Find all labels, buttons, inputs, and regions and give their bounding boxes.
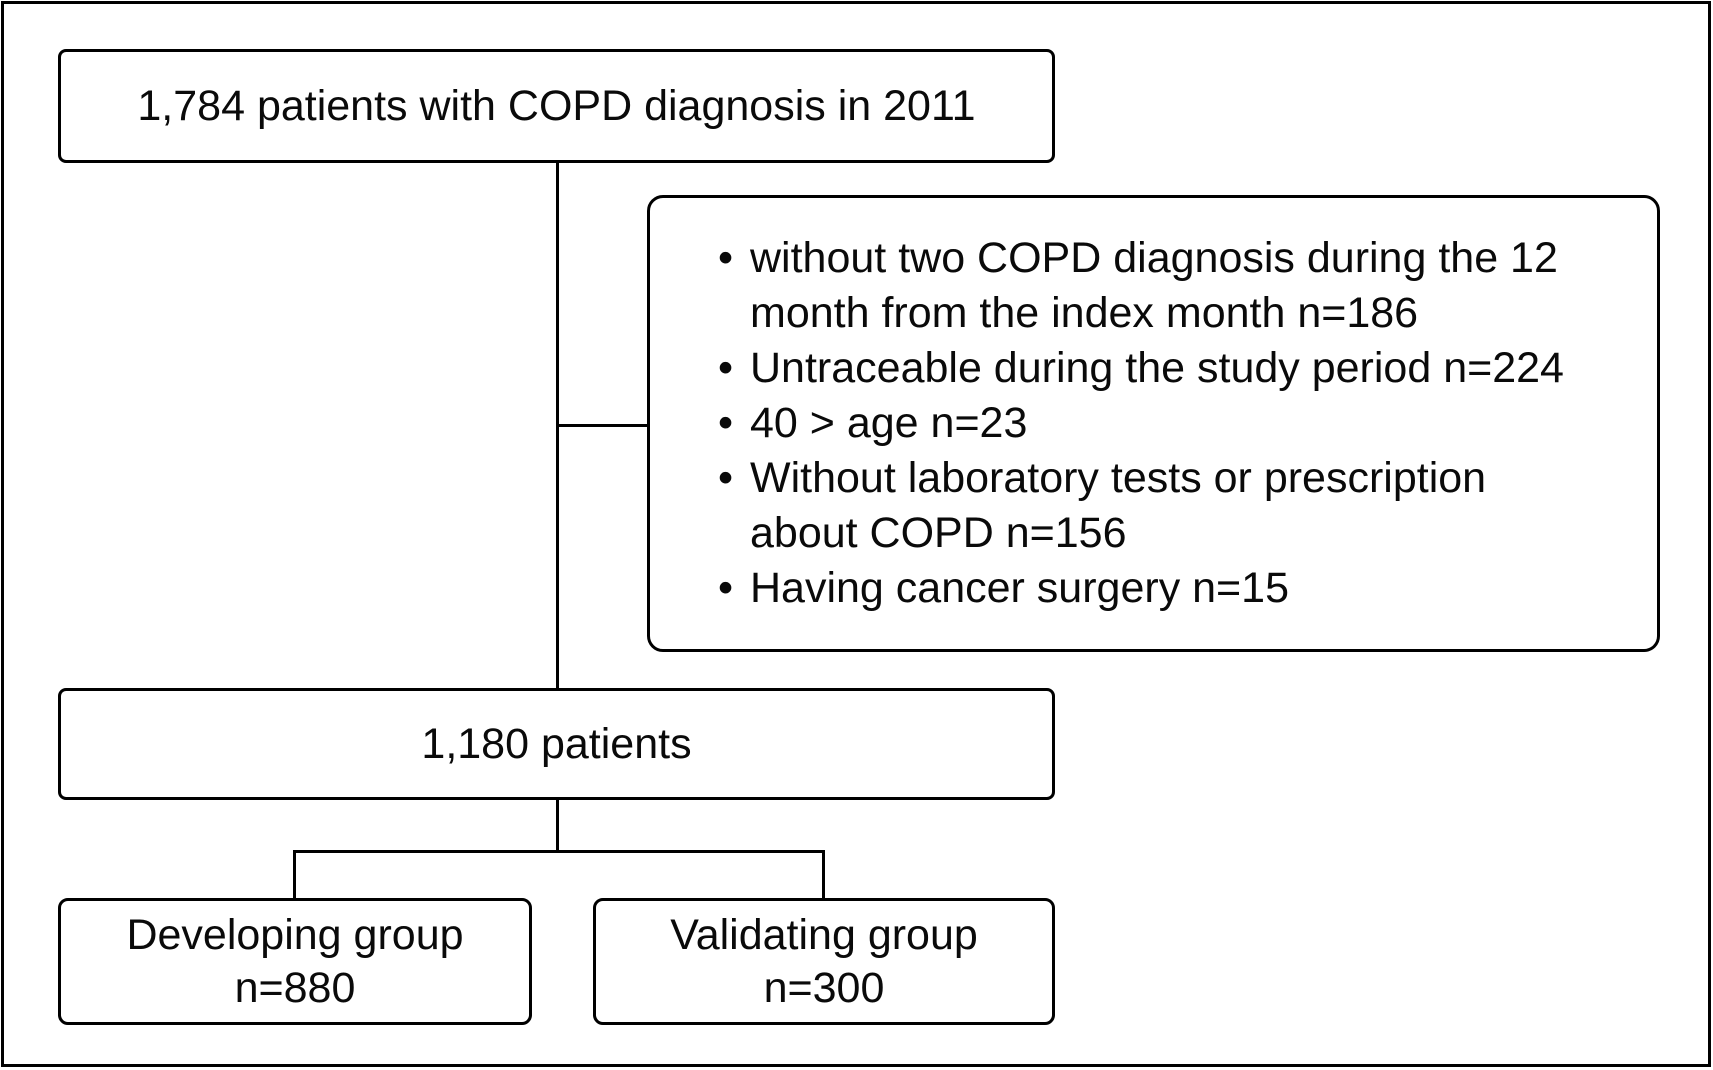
connector-drop-right [822, 850, 825, 900]
initial-cohort-box: 1,784 patients with COPD diagnosis in 20… [58, 49, 1055, 163]
exclusion-item: Having cancer surgery n=15 [718, 561, 1577, 616]
connector-top-stem [556, 162, 559, 689]
connector-drop-left [293, 850, 296, 900]
developing-group-count: n=880 [234, 963, 356, 1012]
included-cohort-box: 1,180 patients [58, 688, 1055, 800]
exclusion-item: Without laboratory tests or prescription… [718, 451, 1577, 561]
developing-group-title: Developing group [126, 910, 464, 959]
exclusion-criteria-box: without two COPD diagnosis during the 12… [647, 195, 1660, 652]
validating-group-box: Validating group n=300 [593, 898, 1055, 1025]
exclusion-list: without two COPD diagnosis during the 12… [650, 198, 1657, 616]
connector-split-bar [293, 850, 825, 853]
connector-middle-stem [556, 799, 559, 853]
developing-group-box: Developing group n=880 [58, 898, 532, 1025]
validating-group-count: n=300 [763, 963, 885, 1012]
included-cohort-label: 1,180 patients [421, 719, 692, 768]
exclusion-item: 40 > age n=23 [718, 396, 1577, 451]
validating-group-title: Validating group [670, 910, 978, 959]
initial-cohort-label: 1,784 patients with COPD diagnosis in 20… [137, 81, 976, 130]
connector-exclusion-branch [558, 424, 649, 427]
exclusion-item: without two COPD diagnosis during the 12… [718, 231, 1577, 341]
exclusion-item: Untraceable during the study period n=22… [718, 341, 1577, 396]
